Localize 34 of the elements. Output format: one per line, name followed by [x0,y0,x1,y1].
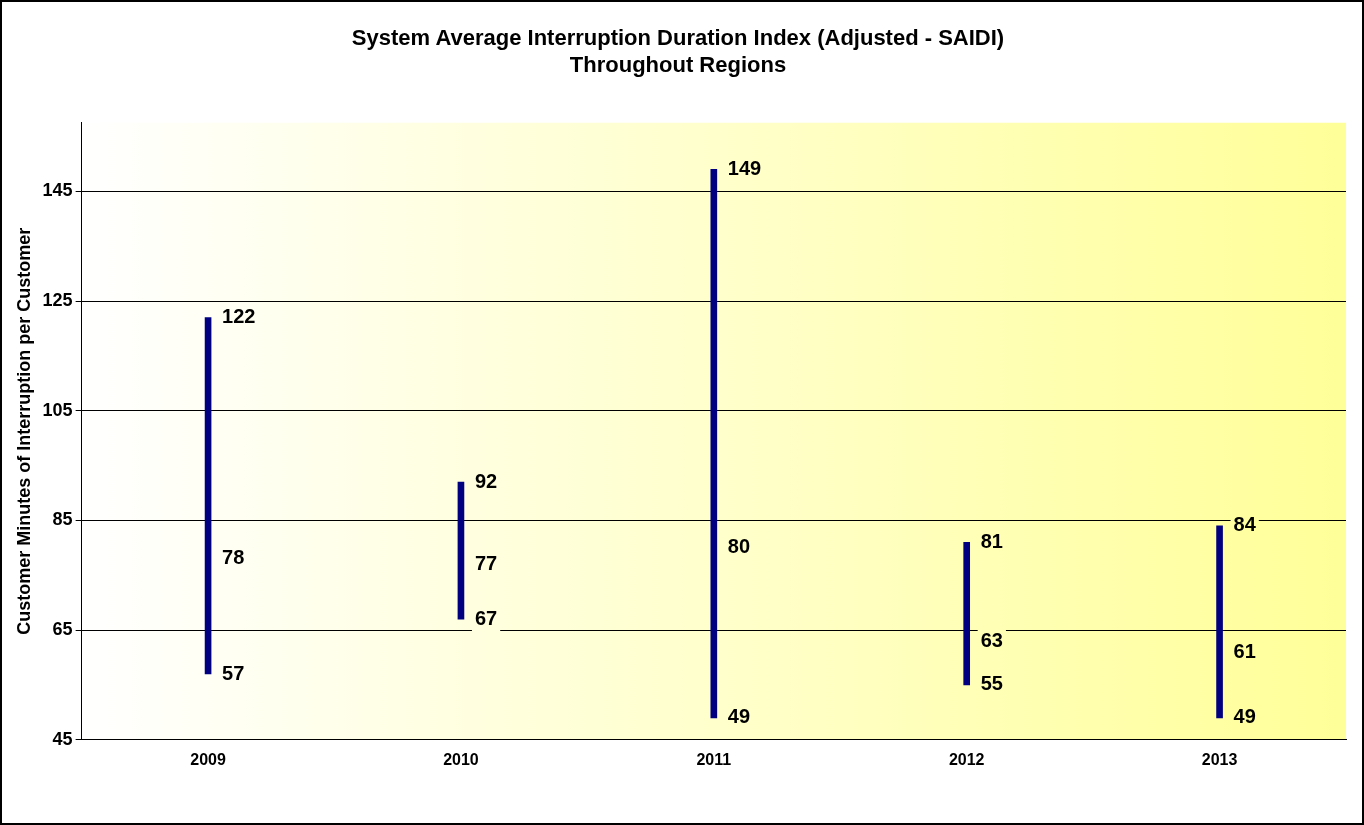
y-tick-label: 65 [52,619,73,640]
y-tick-label: 145 [42,180,73,201]
text: System Average Interruption Duration Index (Adjusted - SAIDI) [351,25,1005,51]
annotation: 81 [980,529,1003,552]
annotation: 67 [474,606,498,629]
y-tick-label: 85 [52,509,73,530]
bar [710,169,718,719]
x-tick-label: 2013 [1201,750,1238,768]
x-tick-label: 2009 [190,750,226,768]
bar [457,481,465,620]
annotation: 84 [1233,513,1257,536]
annotation: 49 [727,705,751,728]
bar [1216,525,1223,719]
y-tick-label: 45 [52,728,73,749]
bar [963,542,971,686]
annotation: 61 [1233,639,1256,662]
annotation: 149 [727,156,762,179]
annotation: 80 [727,535,751,558]
text: Throughout Regions [569,51,787,77]
bar [204,317,212,675]
y-axis-title: Customer Minutes of Interruption per Customer [13,227,34,635]
annotation: 55 [980,672,1003,695]
x-tick-label: 2012 [948,750,985,768]
y-tick-label: 125 [42,290,73,311]
annotation: 77 [474,551,498,574]
annotation: 78 [222,546,245,569]
y-tick-label: 105 [42,399,73,420]
annotation: 92 [474,469,498,492]
annotation: 57 [222,661,245,684]
annotation: 122 [222,305,256,328]
x-tick-label: 2010 [443,750,479,768]
x-tick-label: 2011 [696,750,732,768]
annotation: 63 [980,628,1003,651]
annotation: 49 [1233,705,1256,728]
